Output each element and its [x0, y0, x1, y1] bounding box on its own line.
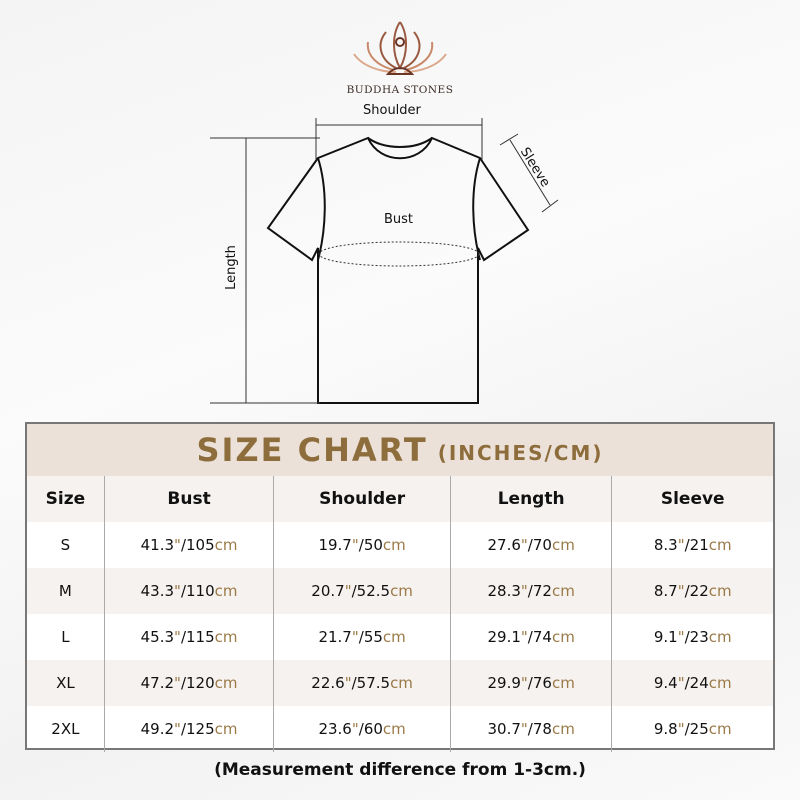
bust-cell: 41.3 "/105 cm — [103, 522, 274, 568]
title-text: SIZE CHART — [196, 431, 428, 469]
table-row: XL 47.2 "/120 cm 22.6 "/57.5 cm 29.9 "/76 cm 9.4 " /… — [27, 660, 773, 706]
size-cell: 2XL — [51, 720, 80, 738]
size-cell: M — [58, 582, 72, 600]
tshirt-outline — [266, 136, 530, 404]
shoulder-cell: 20.7 "/52.5 cm — [273, 568, 450, 614]
header-sleeve: Sleeve — [611, 476, 773, 522]
size-cell: XL — [56, 674, 75, 692]
bust-cell: 45.3 "/115 cm — [103, 614, 274, 660]
measurement-note: (Measurement difference from 1-3cm.) — [214, 760, 586, 780]
bust-cell: 43.3 "/110 cm — [103, 568, 274, 614]
bust-label: Bust — [384, 212, 414, 227]
title-unit: (INCHES/CM) — [437, 441, 604, 465]
length-label: Length — [223, 245, 239, 290]
header-bust: Bust — [103, 476, 274, 522]
shoulder-cell: 23.6 "/60 cm — [273, 706, 450, 752]
table-row: 2XL 49.2 "/125 cm 23.6 "/60 cm 30.7 "/78 cm 9.8 "/2… — [27, 706, 773, 752]
header-shoulder: Shoulder — [273, 476, 450, 522]
brand-logo: BUDDHA STONES — [340, 14, 460, 96]
header-row: Size Bust Shoulder Length Sleeve — [27, 476, 773, 522]
size-chart-table: SIZE CHART (INCHES/CM) Size Bust Shoulde… — [25, 422, 775, 752]
bust-line — [318, 241, 480, 267]
shoulder-cell: 21.7 "/55 cm — [273, 614, 450, 660]
sleeve-cell: 9.4 "/24 cm — [611, 660, 773, 706]
sleeve-cell: 8.3 "/21 cm — [611, 522, 773, 568]
size-cell: S — [60, 536, 71, 554]
sleeve-cell: 9.8 "/25 cm — [611, 706, 773, 752]
sleeve-cell: 8.7 "/22 cm — [611, 568, 773, 614]
brand-name: BUDDHA STONES — [346, 84, 454, 96]
length-cell: 27.6 "/70 cm — [449, 522, 612, 568]
size-chart-title: SIZE CHART (INCHES/CM) — [27, 424, 773, 476]
shoulder-label: Shoulder — [363, 103, 421, 118]
table-row: S 41.3 "/105 cm 19.7 "/50 cm 27.6 "/70 cm 8.3 "/21 c… — [27, 522, 773, 568]
length-cell: 29.9 "/76 cm — [449, 660, 612, 706]
tshirt-diagram — [210, 118, 559, 404]
length-cell: 30.7 "/78 cm — [449, 706, 612, 752]
sleeve-cell: 9.1 "/23 cm — [611, 614, 773, 660]
bust-cell: 47.2 "/120 cm — [103, 660, 274, 706]
table-row: L 45.3 "/115 cm 21.7 "/55 cm 29.1 "/74 cm 9.1 "/23 c… — [27, 614, 773, 660]
length-cell: 28.3 "/72 cm — [449, 568, 612, 614]
bust-cell: 49.2 "/125 cm — [103, 706, 274, 752]
lotus-yoga-icon — [353, 21, 447, 75]
size-cell: L — [61, 628, 70, 646]
shoulder-cell: 19.7 "/50 cm — [273, 522, 450, 568]
header-size: Size — [45, 489, 86, 509]
table-row: M 43.3 "/110 cm 20.7 "/52.5 cm 28.3 "/72 cm 8.7 "/2… — [27, 568, 773, 614]
shoulder-cell: 22.6 "/57.5 cm — [273, 660, 450, 706]
length-cell: 29.1 "/74 cm — [449, 614, 612, 660]
header-length: Length — [449, 476, 612, 522]
